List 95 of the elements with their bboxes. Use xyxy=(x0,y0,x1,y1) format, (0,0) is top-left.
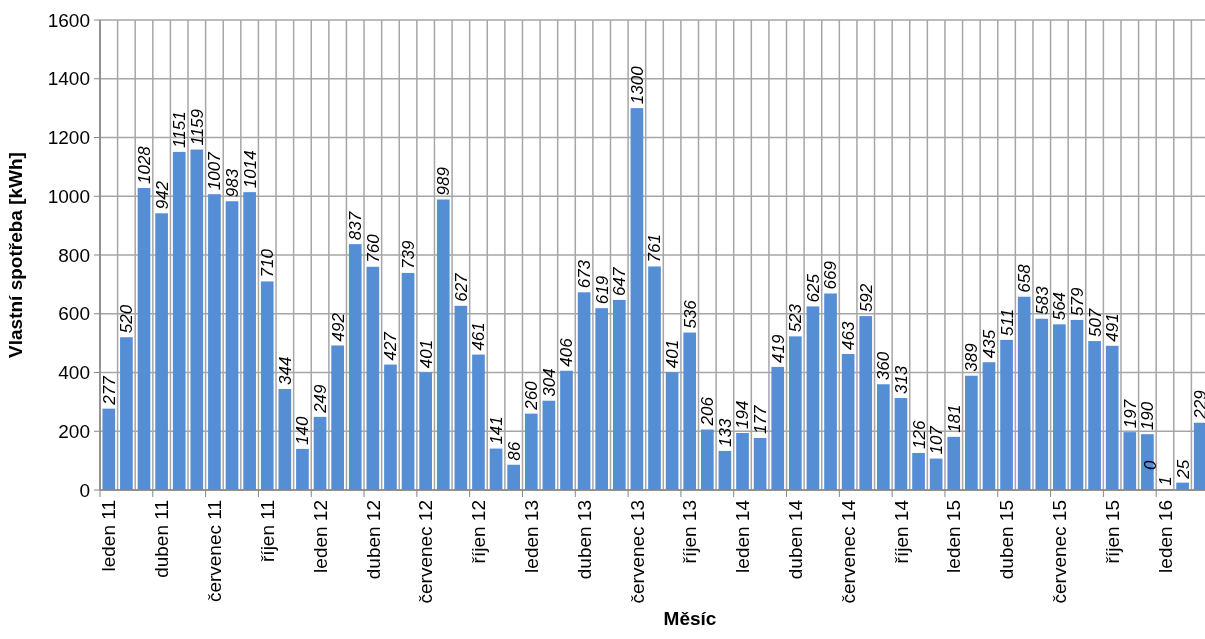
data-label: 523 xyxy=(786,303,806,333)
data-label: 126 xyxy=(909,420,929,449)
data-label: 669 xyxy=(821,260,841,290)
y-tick-label: 0 xyxy=(79,479,90,501)
data-label: 190 xyxy=(1138,401,1158,431)
data-label: 1159 xyxy=(187,108,207,146)
data-label: 435 xyxy=(979,329,999,359)
y-tick-label: 1600 xyxy=(47,9,90,31)
data-label: 710 xyxy=(258,248,278,278)
data-label: 536 xyxy=(680,299,700,329)
data-label: 141 xyxy=(487,416,507,445)
x-tick-label: červenec 12 xyxy=(415,500,437,604)
data-label: 592 xyxy=(856,283,876,313)
data-label: 389 xyxy=(962,342,982,372)
data-label: 627 xyxy=(451,272,471,302)
data-label: 249 xyxy=(310,383,330,414)
x-tick-label: leden 13 xyxy=(520,500,542,573)
data-label: 511 xyxy=(997,308,1017,336)
data-label: 1014 xyxy=(240,150,260,189)
data-label: 427 xyxy=(381,331,401,361)
data-label: 463 xyxy=(839,321,859,350)
data-label: 419 xyxy=(768,334,788,363)
y-tick-label: 400 xyxy=(58,362,90,384)
y-tick-label: 600 xyxy=(58,303,90,325)
data-label: 983 xyxy=(222,168,242,198)
data-label: 86 xyxy=(504,441,524,461)
x-tick-label: duben 14 xyxy=(784,499,806,580)
data-label: 739 xyxy=(399,240,419,269)
annotation: 0 xyxy=(1140,460,1160,470)
data-label: 1028 xyxy=(134,145,154,185)
x-tick-label: leden 15 xyxy=(943,500,965,573)
data-label: 25 xyxy=(1173,459,1193,480)
x-tick-label: říjen 15 xyxy=(1101,500,1123,564)
data-label: 761 xyxy=(645,234,665,263)
x-tick-label: říjen 14 xyxy=(890,499,912,564)
data-label: 989 xyxy=(434,166,454,196)
x-tick-label: leden 16 xyxy=(1154,500,1176,573)
data-label: 647 xyxy=(610,267,630,296)
y-tick-label: 1000 xyxy=(47,185,90,207)
y-tick-label: 800 xyxy=(58,244,90,266)
data-label: 619 xyxy=(592,275,612,305)
data-label: 401 xyxy=(416,339,436,369)
y-tick-label: 1400 xyxy=(47,68,90,90)
data-label: 260 xyxy=(522,380,542,411)
data-label: 564 xyxy=(1050,291,1070,321)
data-label: 1 xyxy=(1155,476,1175,486)
x-tick-label: leden 14 xyxy=(732,499,754,573)
data-label: 492 xyxy=(328,312,348,342)
data-label: 406 xyxy=(557,337,577,367)
data-label: 658 xyxy=(1015,263,1035,293)
x-tick-label: leden 12 xyxy=(309,500,331,573)
x-tick-label: duben 13 xyxy=(573,500,595,580)
data-label: 491 xyxy=(1103,313,1123,342)
x-tick-label: říjen 13 xyxy=(679,500,701,564)
x-tick-label: červenec 11 xyxy=(204,500,226,603)
y-tick-label: 1200 xyxy=(47,127,90,149)
data-label: 579 xyxy=(1067,287,1087,316)
x-tick-label: duben 15 xyxy=(996,500,1018,580)
data-label: 140 xyxy=(293,415,313,445)
x-tick-label: červenec 13 xyxy=(626,500,648,604)
data-label: 507 xyxy=(1085,308,1105,338)
data-label: 520 xyxy=(117,304,137,334)
data-label: 1151 xyxy=(170,111,190,148)
data-label: 583 xyxy=(1032,285,1052,315)
data-label: 1007 xyxy=(205,151,225,191)
x-tick-label: říjen 12 xyxy=(468,500,490,564)
x-tick-label: červenec 14 xyxy=(837,499,859,604)
data-label: 760 xyxy=(363,233,383,263)
x-tick-label: červenec 15 xyxy=(1049,500,1071,604)
data-label: 625 xyxy=(803,273,823,303)
data-label: 837 xyxy=(346,211,366,241)
data-label: 133 xyxy=(715,418,735,447)
data-label: 107 xyxy=(927,425,947,455)
data-label: 1300 xyxy=(627,65,647,105)
x-tick-label: leden 11 xyxy=(98,500,120,572)
y-axis-title: Vlastní spotřeba [kWh] xyxy=(5,152,26,358)
x-tick-label: duben 11 xyxy=(151,500,173,578)
y-tick-label: 200 xyxy=(58,420,90,442)
data-label: 942 xyxy=(152,180,172,210)
data-label: 401 xyxy=(663,339,683,369)
data-label: 177 xyxy=(751,405,771,435)
data-label: 461 xyxy=(469,322,489,351)
x-tick-label: duben 12 xyxy=(362,500,384,580)
data-label: 206 xyxy=(698,396,718,427)
data-label: 194 xyxy=(733,400,753,430)
data-label: 277 xyxy=(99,375,119,406)
data-label: 344 xyxy=(275,356,295,385)
x-tick-label: říjen 11 xyxy=(256,500,278,562)
data-label: 197 xyxy=(1120,399,1140,429)
data-label: 360 xyxy=(874,351,894,381)
data-label: 673 xyxy=(575,259,595,289)
data-label: 313 xyxy=(891,365,911,395)
x-axis-title: Měsíc xyxy=(663,608,717,629)
data-label: 304 xyxy=(539,368,559,397)
data-label: 181 xyxy=(944,404,964,433)
